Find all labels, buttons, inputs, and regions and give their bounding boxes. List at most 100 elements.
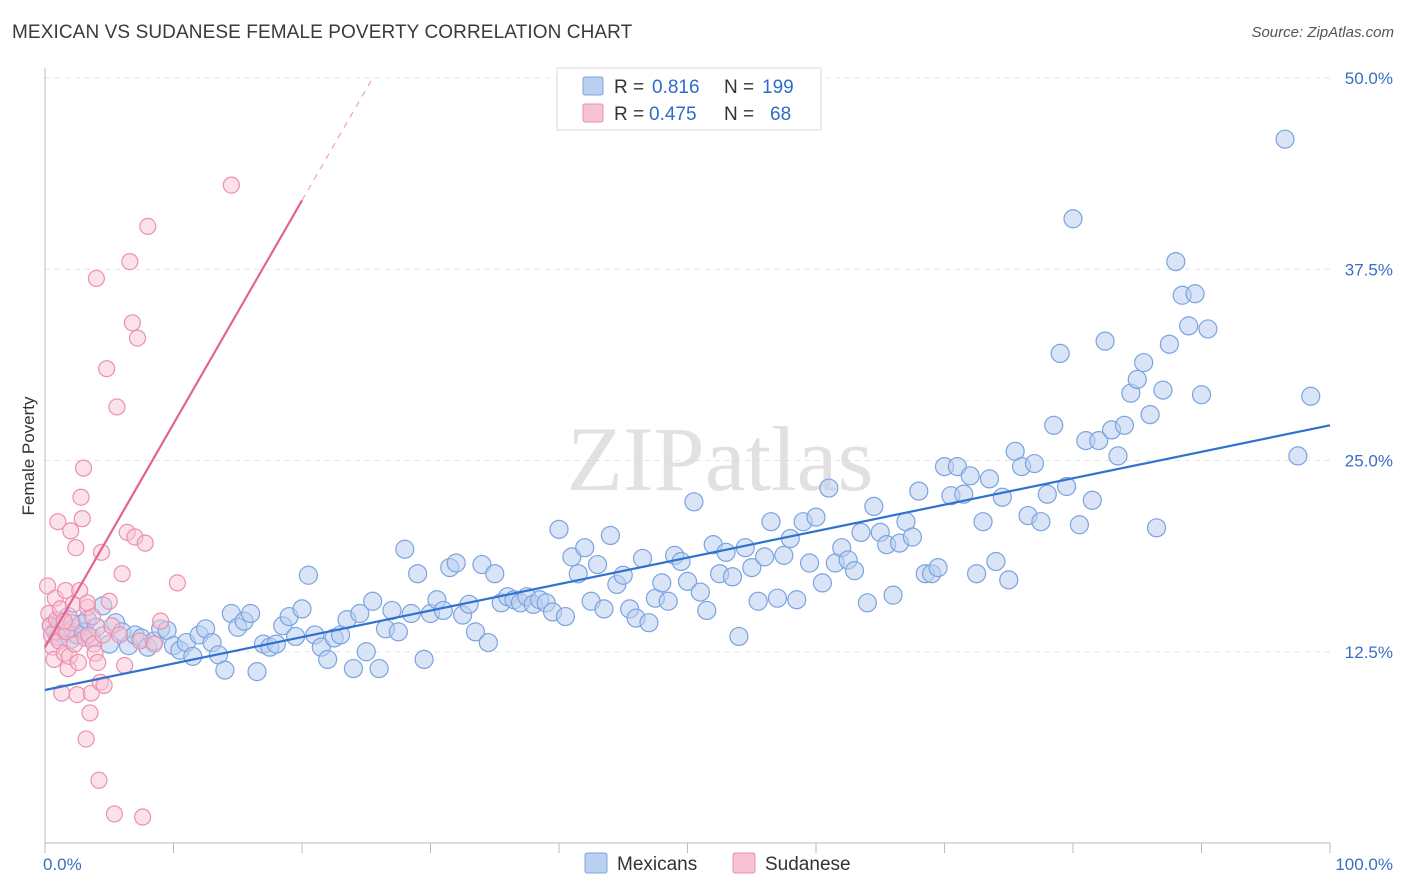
point-mexicans-101 <box>652 573 672 593</box>
point-sudanese-60 <box>136 534 154 552</box>
point-mexicans-155 <box>999 570 1019 590</box>
point-mexicans-140 <box>902 527 922 547</box>
point-sudanese-40 <box>90 771 108 789</box>
point-mexicans-181 <box>1166 252 1186 272</box>
point-sudanese-46 <box>100 592 118 610</box>
point-mexicans-57 <box>369 658 389 679</box>
point-mexicans-115 <box>742 557 762 578</box>
point-mexicans-166 <box>1069 515 1090 535</box>
point-mexicans-105 <box>677 571 698 591</box>
trend-lines <box>44 77 1331 692</box>
point-sudanese-38 <box>87 269 106 288</box>
point-mexicans-125 <box>806 507 826 527</box>
trend-line-sudanese-extension <box>301 77 374 201</box>
x-tick-label-0: 0.0% <box>43 855 82 874</box>
point-mexicans-61 <box>395 539 415 559</box>
point-sudanese-27 <box>73 510 91 528</box>
legend-n-label-2: N = <box>724 104 754 125</box>
point-mexicans-102 <box>658 591 678 611</box>
point-sudanese-0 <box>38 577 57 595</box>
point-mexicans-144 <box>928 557 948 578</box>
point-mexicans-180 <box>1159 334 1179 354</box>
point-mexicans-176 <box>1134 352 1154 373</box>
point-mexicans-38 <box>247 662 267 682</box>
point-mexicans-131 <box>844 561 865 581</box>
point-mexicans-104 <box>671 551 691 572</box>
point-mexicans-116 <box>748 591 768 611</box>
point-sudanese-39 <box>89 653 107 672</box>
point-sudanese-49 <box>108 398 126 416</box>
point-mexicans-33 <box>215 660 235 680</box>
chart-source: Source: ZipAtlas.com <box>1251 24 1394 41</box>
point-mexicans-134 <box>864 496 884 516</box>
point-mexicans-175 <box>1127 369 1147 390</box>
legend-n-value-1: 199 <box>762 77 794 98</box>
point-mexicans-56 <box>363 591 383 611</box>
point-mexicans-152 <box>979 469 1000 489</box>
point-mexicans-85 <box>549 519 569 539</box>
point-sudanese-62 <box>145 635 163 653</box>
point-mexicans-141 <box>909 481 929 501</box>
point-sudanese-28 <box>74 459 93 477</box>
y-tick-label-1: 25.0% <box>1345 452 1393 471</box>
point-mexicans-75 <box>485 564 505 584</box>
point-sudanese-33 <box>81 704 99 722</box>
trend-line-sudanese <box>44 199 303 648</box>
point-sudanese-64 <box>168 574 186 592</box>
point-mexicans-63 <box>408 564 428 584</box>
point-mexicans-119 <box>767 588 788 608</box>
point-mexicans-106 <box>684 492 704 512</box>
chart-title: MEXICAN VS SUDANESE FEMALE POVERTY CORRE… <box>12 22 633 43</box>
series-legend: Mexicans Sudanese <box>584 852 851 875</box>
stats-legend: R = 0.816 N = 199 R = 0.475 N = 68 <box>556 67 822 131</box>
legend-swatch-sudanese <box>582 103 604 123</box>
series-mexicans-points <box>41 129 1321 682</box>
point-mexicans-160 <box>1031 512 1051 532</box>
point-mexicans-188 <box>1288 446 1308 466</box>
bottom-legend-label-sudanese: Sudanese <box>765 854 851 875</box>
point-sudanese-65 <box>222 176 240 194</box>
point-mexicans-172 <box>1108 446 1128 466</box>
point-mexicans-86 <box>555 606 576 627</box>
point-sudanese-8 <box>49 513 67 531</box>
point-mexicans-150 <box>967 564 987 584</box>
y-tick-label-2: 37.5% <box>1345 260 1393 279</box>
bottom-legend-swatch-sudanese <box>732 852 756 874</box>
point-mexicans-153 <box>986 551 1006 572</box>
point-mexicans-111 <box>716 542 736 562</box>
point-mexicans-162 <box>1044 415 1064 435</box>
point-mexicans-112 <box>722 567 743 587</box>
point-mexicans-28 <box>183 646 203 666</box>
point-mexicans-133 <box>857 593 878 613</box>
point-mexicans-124 <box>799 553 820 573</box>
point-mexicans-184 <box>1185 284 1205 304</box>
point-mexicans-159 <box>1024 453 1045 474</box>
point-mexicans-67 <box>433 600 453 621</box>
point-mexicans-107 <box>690 582 710 602</box>
point-mexicans-72 <box>465 622 486 642</box>
point-mexicans-179 <box>1153 380 1173 400</box>
point-sudanese-61 <box>139 217 157 236</box>
trend-line-mexicans <box>44 424 1331 692</box>
x-tick-label-1: 100.0% <box>1335 855 1393 874</box>
point-mexicans-37 <box>241 603 261 624</box>
point-sudanese-51 <box>113 565 131 583</box>
legend-r-label-1: R = <box>614 77 644 98</box>
point-sudanese-23 <box>68 685 86 704</box>
point-mexicans-108 <box>697 600 717 621</box>
point-mexicans-92 <box>594 599 614 619</box>
point-mexicans-132 <box>851 522 871 543</box>
point-mexicans-122 <box>787 590 807 610</box>
point-mexicans-46 <box>298 565 319 585</box>
point-sudanese-58 <box>131 632 149 650</box>
point-mexicans-187 <box>1275 129 1295 149</box>
point-mexicans-74 <box>478 632 498 653</box>
legend-r-value-1: 0.816 <box>652 77 700 98</box>
y-tick-label-3: 50.0% <box>1345 69 1393 88</box>
y-tick-label-0: 12.5% <box>1345 643 1393 662</box>
point-mexicans-89 <box>575 538 595 558</box>
point-mexicans-148 <box>954 484 974 504</box>
point-mexicans-55 <box>356 642 376 662</box>
y-tick-labels: 12.5% 25.0% 37.5% 50.0% <box>1345 69 1393 662</box>
axes <box>44 68 1331 853</box>
